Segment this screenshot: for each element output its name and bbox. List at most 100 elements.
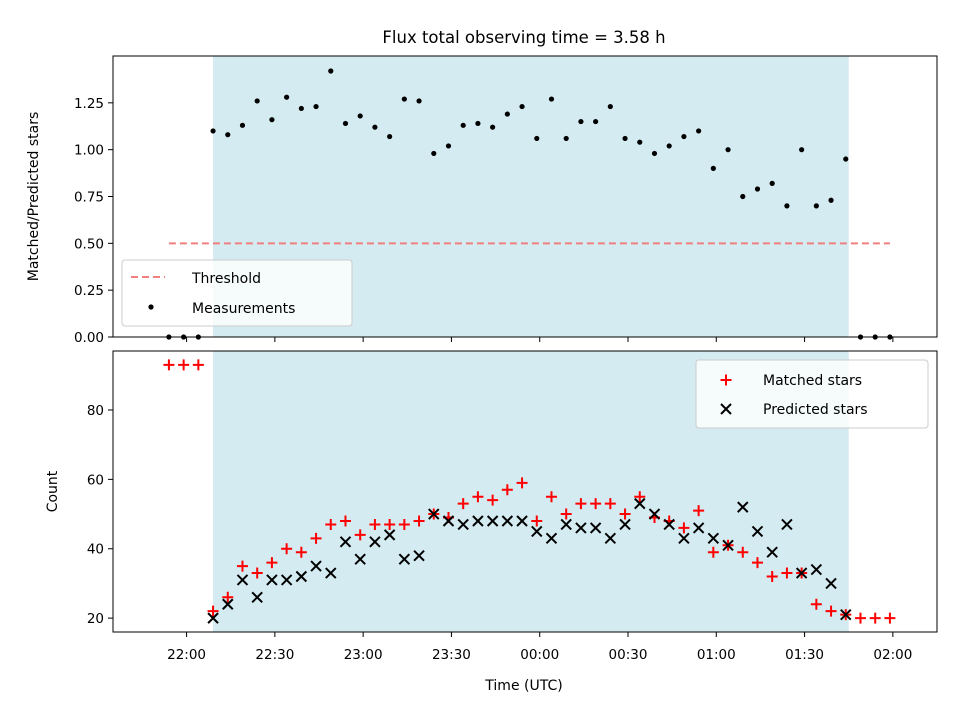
data-point [281, 543, 293, 555]
data-point [692, 522, 705, 534]
data-point [178, 359, 190, 371]
data-point [795, 567, 808, 579]
data-point [766, 546, 778, 558]
legend-predicted-swatch [720, 403, 732, 415]
data-point [828, 197, 834, 203]
data-point [825, 577, 837, 590]
data-point [163, 359, 175, 371]
data-point [310, 532, 322, 544]
data-point [442, 515, 455, 527]
data-point [342, 120, 349, 127]
x-tick-label: 22:30 [255, 647, 294, 663]
data-point [545, 532, 558, 545]
data-point [560, 518, 572, 531]
data-point [516, 477, 528, 489]
data-point [607, 103, 613, 110]
data-point [445, 143, 452, 149]
data-point [751, 557, 763, 569]
data-point [563, 135, 569, 142]
y-tick-label: 80 [87, 403, 104, 419]
data-point [295, 546, 307, 558]
data-point [431, 150, 437, 157]
data-point [490, 124, 496, 130]
data-point [813, 203, 819, 209]
data-point [295, 570, 308, 583]
legend-label: Predicted stars [763, 402, 868, 418]
data-point [266, 557, 278, 569]
data-point [589, 522, 602, 534]
data-point [884, 612, 896, 624]
data-point [310, 560, 322, 572]
data-point [725, 147, 731, 153]
data-point [339, 515, 351, 527]
data-point [737, 501, 749, 513]
data-point [486, 515, 499, 527]
data-point [519, 103, 525, 110]
data-point [737, 546, 749, 558]
data-point [590, 498, 602, 510]
data-point [280, 574, 293, 586]
data-point [681, 133, 687, 140]
data-point [251, 591, 263, 604]
data-point [869, 612, 881, 624]
y-tick-label: 0.00 [74, 330, 104, 346]
legend: Threshold Measurements [121, 259, 353, 327]
y-tick-label: 60 [87, 472, 104, 488]
data-point [784, 203, 790, 209]
data-point [269, 117, 275, 123]
data-point [251, 567, 263, 579]
data-point [222, 591, 234, 603]
data-point [593, 118, 599, 125]
legend-label: Matched stars [763, 373, 862, 389]
data-point [769, 180, 775, 186]
data-point [428, 508, 440, 520]
data-point [531, 515, 543, 527]
data-point [504, 111, 510, 117]
data-point [266, 574, 278, 586]
legend-label: Measurements [192, 301, 295, 317]
data-point [634, 497, 646, 510]
data-point [460, 122, 466, 128]
data-point [854, 612, 866, 624]
data-point [666, 143, 672, 149]
data-point [678, 522, 690, 534]
data-point [398, 518, 410, 530]
data-point [663, 518, 675, 531]
legend-box [121, 259, 353, 327]
data-point [225, 132, 231, 138]
chart-title: Flux total observing time = 3.58 h [382, 28, 665, 47]
x-tick-label: 00:00 [520, 647, 559, 663]
data-point [416, 98, 422, 104]
data-point [487, 494, 499, 506]
data-point [548, 96, 555, 102]
data-point [722, 539, 734, 551]
plot-frame [112, 350, 938, 633]
data-point [651, 150, 658, 157]
data-point [369, 536, 381, 548]
data-point [325, 518, 337, 530]
data-point [501, 515, 514, 527]
data-point [236, 560, 248, 572]
data-point [604, 532, 617, 545]
x-tick-label: 22:00 [167, 647, 206, 663]
data-point [516, 515, 528, 527]
data-point [693, 505, 705, 517]
data-point [207, 612, 219, 624]
data-point [284, 94, 290, 100]
x-axis-label: Time (UTC) [484, 678, 562, 694]
data-point [472, 515, 484, 527]
data-point [369, 518, 381, 530]
y-tick-label: 0.75 [74, 190, 104, 206]
data-point [766, 570, 778, 582]
data-point [328, 68, 334, 74]
x-tick-label: 02:00 [873, 647, 912, 663]
data-point [534, 135, 540, 142]
data-point [413, 515, 425, 527]
data-point [413, 549, 425, 562]
data-point [398, 553, 411, 565]
data-point [637, 139, 643, 145]
data-point [707, 546, 719, 558]
data-point [372, 124, 378, 130]
data-point [754, 186, 761, 192]
